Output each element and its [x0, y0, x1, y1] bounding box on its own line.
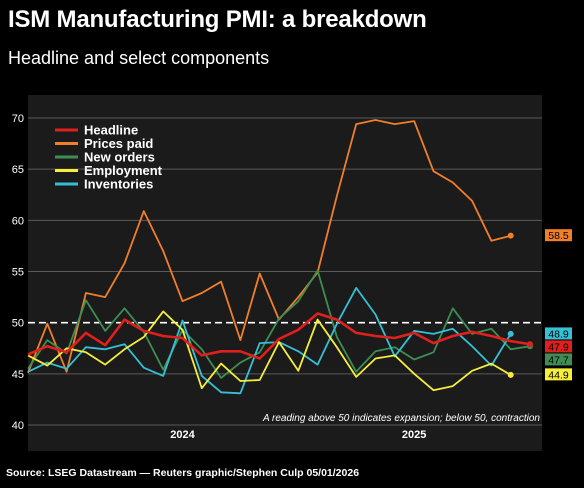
legend-label: Employment: [84, 163, 163, 178]
y-tick-label: 55: [12, 267, 24, 279]
y-tick-label: 40: [12, 420, 24, 432]
y-tick-label: 60: [12, 215, 24, 227]
end-label: 44.9: [545, 368, 572, 381]
series-end-point: [507, 371, 514, 378]
legend-label: Inventories: [84, 177, 153, 192]
legend-label: Headline: [84, 123, 138, 138]
end-label: 58.5: [545, 229, 572, 242]
y-tick-label: 45: [12, 369, 24, 381]
chart-annotation: A reading above 50 indicates expansion; …: [262, 413, 540, 424]
series-lines: [27, 119, 533, 395]
series-line-new-orders: [27, 269, 531, 379]
end-label: 47.9: [545, 340, 572, 353]
plot-background: [28, 95, 542, 451]
end-label-text: 47.9: [548, 341, 569, 353]
series-end-point: [507, 232, 514, 239]
legend-label: New orders: [84, 150, 155, 165]
x-tick-label: 2024: [170, 429, 195, 441]
y-axis-ticks: 40 45 50 55 60 65 70: [12, 113, 24, 432]
end-label-text: 48.9: [548, 328, 569, 340]
y-tick-label: 70: [12, 113, 24, 125]
x-tick-label: 2025: [402, 429, 426, 441]
chart-subtitle: Headline and select components: [8, 48, 270, 68]
end-label-text: 44.9: [548, 369, 569, 381]
end-label-text: 58.5: [548, 230, 569, 242]
gridlines: [28, 117, 542, 426]
y-tick-label: 50: [12, 318, 24, 330]
end-labels: 58.5 48.947.947.7 44.9: [545, 229, 572, 381]
y-tick-label: 65: [12, 164, 24, 176]
source-credit: Source: LSEG Datastream — Reuters graphi…: [6, 467, 360, 479]
legend-label: Prices paid: [84, 136, 153, 151]
series-end-point: [507, 330, 514, 337]
end-label: 47.7: [545, 353, 572, 366]
end-label-text: 47.7: [548, 354, 569, 366]
series-line-headline: [27, 312, 531, 360]
chart-title: ISM Manufacturing PMI: a breakdown: [8, 6, 427, 33]
series-line-inventories: [27, 286, 512, 395]
x-axis-ticks: 2024 2025: [170, 429, 426, 441]
end-label: 48.9: [545, 327, 572, 340]
series-end-point: [527, 341, 533, 348]
series-line-prices-paid: [27, 119, 511, 374]
series-line-employment: [27, 310, 512, 392]
